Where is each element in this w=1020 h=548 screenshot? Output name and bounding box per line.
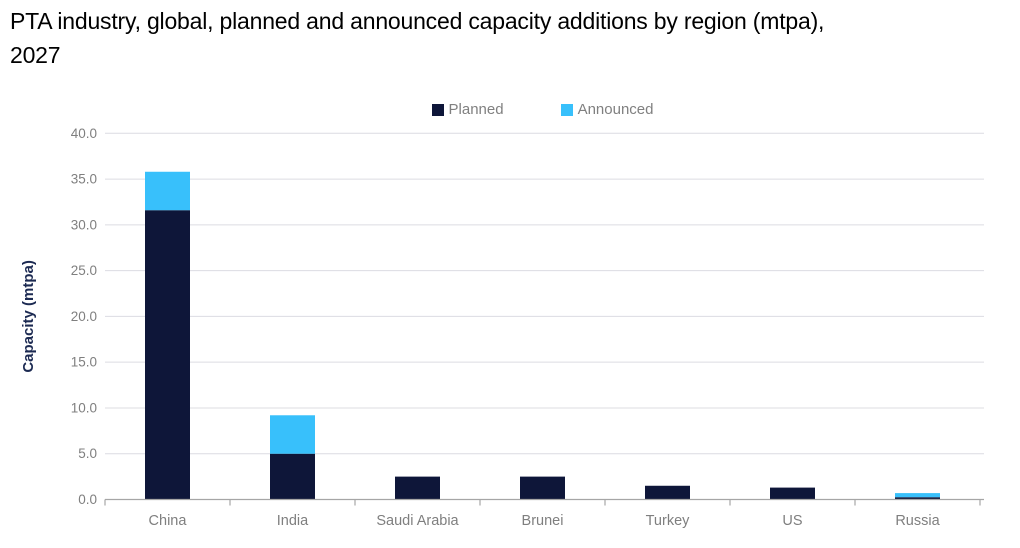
legend-item-planned: Planned xyxy=(431,101,504,118)
announced-swatch-icon xyxy=(560,103,573,116)
y-tick-label: 30.0 xyxy=(71,217,97,232)
planned-swatch-icon xyxy=(431,103,444,116)
chart-legend: Planned Announced xyxy=(105,101,980,118)
y-tick-label: 25.0 xyxy=(71,263,97,278)
bar-segment-planned xyxy=(270,453,315,500)
chart-title-line1: PTA industry, global, planned and announ… xyxy=(10,8,825,34)
y-tick-label: 35.0 xyxy=(71,172,97,187)
bar-segment-planned xyxy=(395,476,440,500)
y-tick-label: 5.0 xyxy=(78,446,97,461)
y-tick-label: 40.0 xyxy=(71,126,97,141)
chart-title: PTA industry, global, planned and announ… xyxy=(10,4,1015,72)
x-category-label: India xyxy=(277,513,309,529)
bar-segment-announced xyxy=(895,493,940,498)
bar-segment-planned xyxy=(895,497,940,500)
bar-segment-planned xyxy=(145,210,190,500)
y-tick-label: 20.0 xyxy=(71,309,97,324)
x-category-label: Brunei xyxy=(522,513,564,529)
bar-segment-planned xyxy=(645,485,690,500)
legend-label-announced: Announced xyxy=(577,101,654,118)
x-category-label: US xyxy=(782,513,802,529)
x-category-label: China xyxy=(149,513,188,529)
bar-segment-announced xyxy=(270,415,315,454)
y-tick-label: 15.0 xyxy=(71,355,97,370)
bar-segment-planned xyxy=(770,487,815,500)
x-category-label: Turkey xyxy=(646,513,691,529)
legend-item-announced: Announced xyxy=(560,101,654,118)
legend-label-planned: Planned xyxy=(448,101,504,118)
x-category-label: Saudi Arabia xyxy=(376,513,459,529)
y-axis-title: Capacity (mtpa) xyxy=(20,260,37,373)
chart-title-line2: 2027 xyxy=(10,42,61,68)
y-tick-label: 0.0 xyxy=(78,492,97,507)
bar-segment-announced xyxy=(145,171,190,211)
y-tick-label: 10.0 xyxy=(71,400,97,415)
x-category-label: Russia xyxy=(895,513,940,529)
bar-segment-planned xyxy=(520,476,565,500)
